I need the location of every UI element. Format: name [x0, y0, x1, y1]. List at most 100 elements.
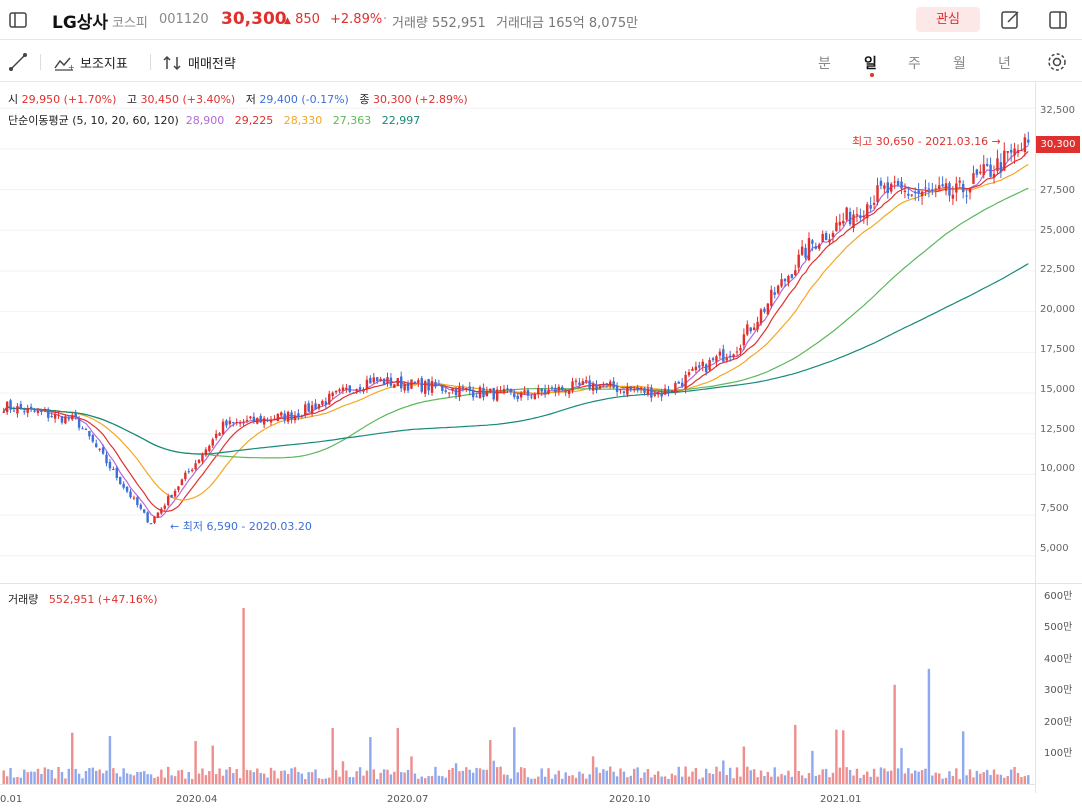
volume-bar: [471, 772, 475, 784]
volume-bar: [859, 778, 862, 784]
strategy-button[interactable]: 매매전략: [162, 53, 236, 72]
candle-body: [948, 183, 951, 196]
price-tick: 12,500: [1040, 424, 1075, 435]
volume-bar: [903, 773, 907, 784]
candle-body: [50, 416, 53, 418]
candle-body: [756, 321, 759, 330]
stock-name: LG상사: [52, 13, 109, 33]
volume-bar: [920, 770, 924, 784]
period-week[interactable]: 주: [908, 56, 921, 72]
candle-body: [687, 372, 691, 376]
volume-bar: [927, 668, 931, 784]
volume-bar: [800, 775, 804, 784]
price-tick: 20,000: [1040, 304, 1075, 315]
candle-body: [540, 388, 543, 392]
volume-chart[interactable]: [0, 584, 1036, 784]
candle-body: [304, 404, 307, 416]
candle-body: [1016, 150, 1020, 153]
candle-body: [639, 387, 643, 389]
panel-toggle-icon[interactable]: [1047, 9, 1069, 31]
volume-bar: [430, 775, 434, 784]
candle-body: [1020, 150, 1023, 152]
price-tick: 15,000: [1040, 384, 1075, 395]
volume-bar: [835, 729, 838, 784]
volume-bar: [417, 778, 420, 784]
volume-bar: [694, 767, 698, 784]
volume-bar: [749, 770, 752, 784]
candle-body: [136, 497, 139, 505]
volume-bar: [787, 770, 790, 784]
volume-bar: [735, 767, 739, 784]
candle-body: [331, 392, 334, 397]
candle-body: [917, 190, 920, 194]
volume-bar: [650, 777, 653, 784]
candle-body: [578, 382, 581, 385]
volume-bar: [33, 771, 36, 784]
volume-bar: [218, 768, 221, 784]
candle-body: [33, 410, 36, 412]
volume-bar: [297, 771, 300, 784]
candle-body: [180, 479, 184, 486]
chart-toolbar: + 보조지표 매매전략 분 일 주 월 년: [0, 41, 1082, 82]
volume-bar: [677, 766, 680, 784]
candle-body: [732, 354, 735, 358]
period-month[interactable]: 월: [953, 56, 966, 72]
volume-bar: [763, 776, 766, 784]
period-minute[interactable]: 분: [818, 56, 831, 72]
candle-body: [276, 413, 280, 421]
volume-bar: [434, 766, 437, 784]
period-day[interactable]: 일: [864, 56, 877, 72]
volume-bar: [965, 775, 968, 784]
candle-body: [352, 392, 355, 394]
candle-body: [232, 422, 235, 424]
candle-body: [413, 381, 417, 384]
price-chart[interactable]: [0, 82, 1036, 582]
indicator-button[interactable]: + 보조지표: [54, 53, 128, 72]
volume-bar: [643, 772, 646, 784]
volume-bar: [369, 737, 372, 784]
price-change: ▲ 850: [284, 12, 320, 27]
volume-bar: [626, 777, 629, 784]
volume-bar: [112, 768, 115, 784]
candle-body: [245, 419, 249, 421]
volume-bar: [108, 736, 112, 784]
close-value: 30,300 (+2.89%): [372, 93, 468, 106]
candle-body: [814, 246, 818, 249]
volume-bar: [125, 773, 129, 784]
volume-bar: [47, 769, 50, 784]
candle-body: [74, 413, 77, 418]
ma120-line: [3, 263, 1029, 455]
volume-bar: [773, 767, 776, 784]
candle-body: [489, 388, 492, 393]
period-year[interactable]: 년: [998, 56, 1011, 72]
candle-body: [321, 400, 324, 405]
ma10-line: [3, 150, 1029, 512]
volume-bar: [742, 746, 746, 784]
volume-bar: [718, 771, 722, 784]
volume-bar: [153, 777, 156, 784]
edit-icon[interactable]: [999, 9, 1021, 31]
volume-bar: [194, 741, 197, 784]
candle-body: [194, 463, 197, 470]
sidebar-toggle-icon[interactable]: [8, 10, 28, 30]
candle-body: [324, 401, 328, 405]
volume-summary: 거래량 552,951: [392, 16, 486, 31]
volume-bar: [420, 776, 423, 784]
candle-body: [310, 405, 314, 414]
draw-line-icon[interactable]: [8, 52, 28, 72]
volume-bar: [266, 777, 269, 784]
candle-body: [653, 394, 656, 396]
candle-body: [975, 169, 979, 175]
settings-gear-icon[interactable]: [1046, 51, 1068, 73]
candle-body: [57, 414, 60, 416]
ma20-value: 28,330: [283, 114, 323, 127]
candle-body: [972, 173, 975, 184]
stock-header: LG상사 코스피 001120 30,300 ▲ 850 +2.89% · 거래…: [0, 0, 1082, 40]
candle-body: [684, 375, 687, 389]
watchlist-button[interactable]: 관심: [916, 7, 980, 32]
volume-bar: [122, 768, 125, 784]
candle-body: [108, 462, 112, 469]
candle-body: [208, 445, 211, 452]
candle-body: [941, 184, 944, 187]
volume-bar: [931, 775, 934, 784]
